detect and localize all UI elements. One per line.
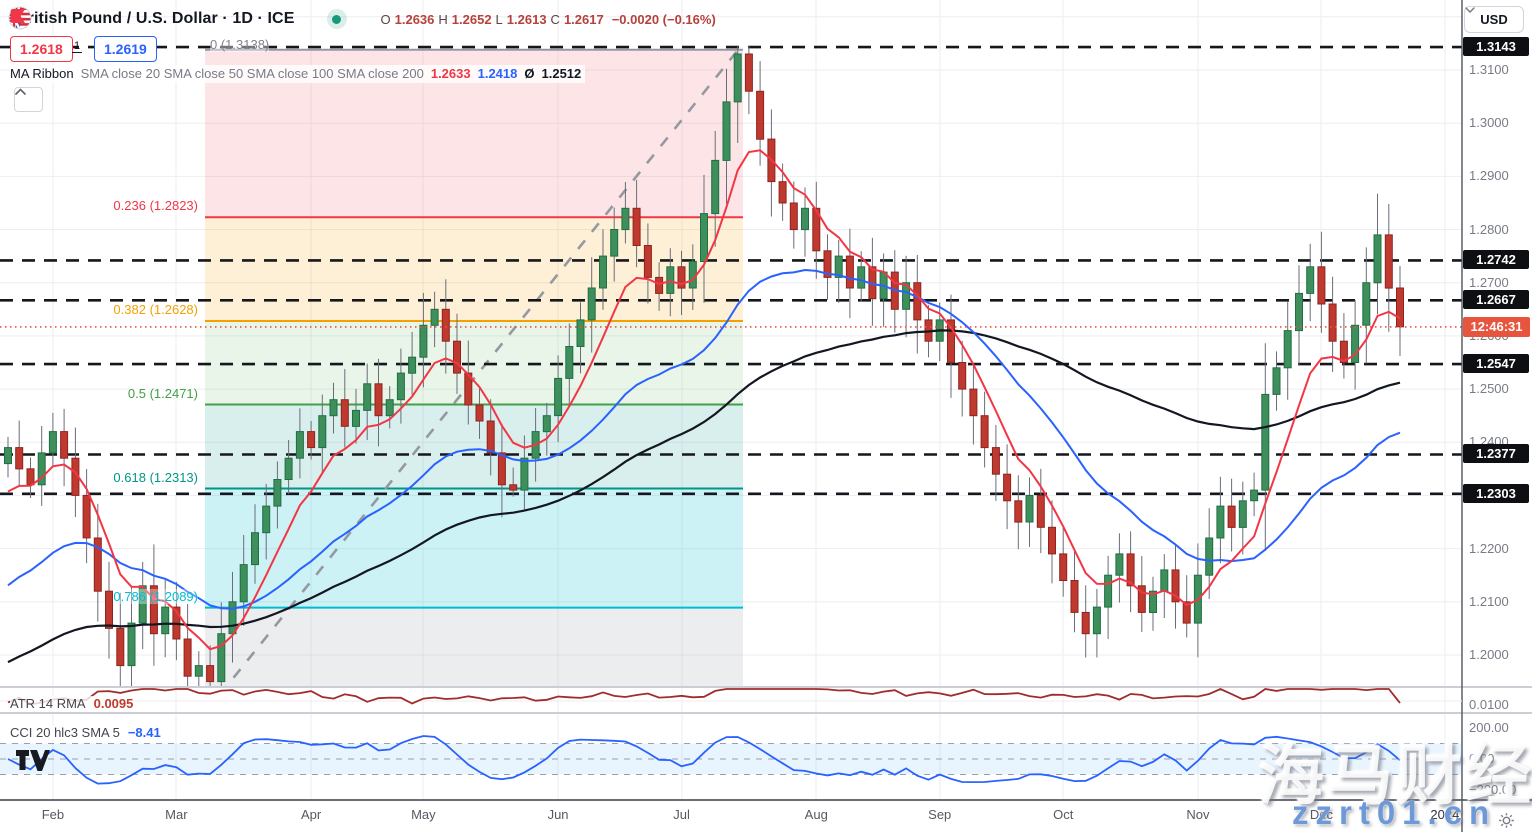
open-value: 1.2636 <box>394 11 435 27</box>
sma50-value: 1.2418 <box>477 66 518 81</box>
chevron-up-icon <box>15 88 26 95</box>
atr-value: 0.0095 <box>93 696 134 711</box>
spread-value: 1 <box>72 40 83 53</box>
collapse-legend-button[interactable] <box>14 87 43 112</box>
close-value: 1.2617 <box>563 11 604 27</box>
open-label: O <box>380 11 391 27</box>
ma-ribbon-title: MA Ribbon <box>10 66 74 81</box>
cci-title: CCI 20 hlc3 SMA 5 <box>10 725 120 740</box>
ma-ribbon-legend[interactable]: MA Ribbon SMA close 20 SMA close 50 SMA … <box>10 65 586 83</box>
ma-ribbon-params: SMA close 20 SMA close 50 SMA close 100 … <box>80 66 424 81</box>
low-label: L <box>495 11 503 27</box>
change-value: −0.0020 (−0.16%) <box>611 11 716 27</box>
ask-price-box[interactable]: 1.2619 <box>94 36 157 62</box>
fib-zero-label: 0 (1.3138) <box>210 37 270 52</box>
currency-selector-button[interactable]: USD <box>1464 6 1524 33</box>
atr-legend[interactable]: ATR 14 RMA 0.0095 <box>10 696 134 711</box>
close-label: C <box>550 11 560 27</box>
symbol-header: British Pound / U.S. Dollar · 1D · ICE O… <box>8 6 716 32</box>
bid-price-box[interactable]: 1.2618 <box>10 36 73 62</box>
high-value: 1.2652 <box>451 11 492 27</box>
ohlc-readout: O 1.2636 H 1.2652 L 1.2613 C 1.2617 −0.0020 … <box>381 12 716 27</box>
low-value: 1.2613 <box>506 11 547 27</box>
sma20-value: 1.2633 <box>430 66 471 81</box>
chevron-down-icon <box>1465 7 1475 13</box>
cci-legend[interactable]: CCI 20 hlc3 SMA 5 −8.41 <box>10 725 161 740</box>
ma-average-value: 1.2512 <box>541 66 582 81</box>
cci-value: −8.41 <box>127 725 161 740</box>
high-label: H <box>438 11 448 27</box>
market-status-icon[interactable] <box>326 9 347 29</box>
atr-title: ATR 14 RMA <box>10 696 86 711</box>
ma-average-label: Ø <box>524 66 535 81</box>
symbol-title[interactable]: British Pound / U.S. Dollar · 1D · ICE <box>16 10 295 27</box>
currency-label: USD <box>1480 12 1508 27</box>
